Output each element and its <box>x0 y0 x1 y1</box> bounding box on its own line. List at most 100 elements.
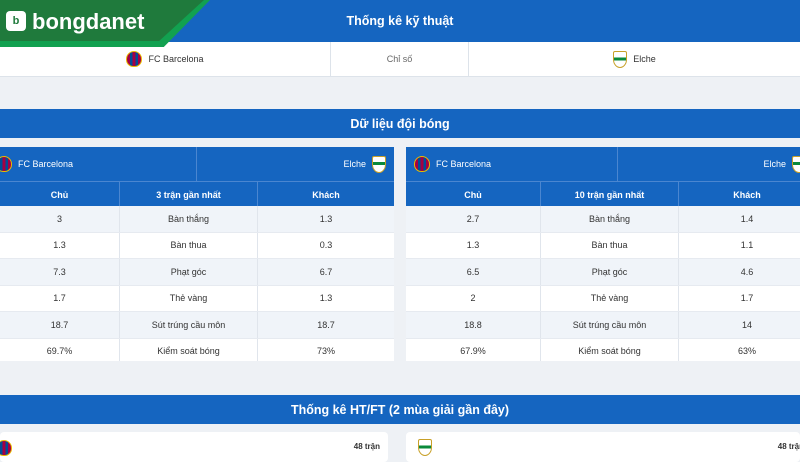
panel-away-team-name: Elche <box>343 159 366 169</box>
htft-header: Thống kê HT/FT (2 mùa giải gần đây) <box>0 395 800 424</box>
column-period: 3 trận gần nhất <box>156 189 221 200</box>
stat-label: Phạt góc <box>591 266 628 277</box>
away-value: 6.7 <box>319 266 333 277</box>
stats-table: 2.7 Bàn thắng 1.4 1.3 Bàn thua 1.1 6.5 P… <box>406 206 800 361</box>
column-home: Chủ <box>464 189 482 200</box>
panel-away-team: Elche <box>763 147 800 181</box>
panel-home-team: FC Barcelona <box>414 147 491 181</box>
panel-column-header: Chủ 10 trận gần nhất Khách <box>406 181 800 207</box>
panel-home-team: FC Barcelona <box>0 147 73 181</box>
stat-label: Bàn thắng <box>588 213 631 224</box>
away-value: 63% <box>737 346 756 357</box>
away-value: 1.4 <box>740 213 754 224</box>
htft-away-card: 48 trận <box>406 432 800 462</box>
table-row: 18.7 Sút trúng cầu môn 18.7 <box>0 312 394 339</box>
elche-crest-icon <box>613 50 628 68</box>
panel-away-team-name: Elche <box>763 159 786 169</box>
divider <box>678 182 679 207</box>
stats-table: 3 Bàn thắng 1.3 1.3 Bàn thua 0.3 7.3 Phạ… <box>0 206 394 361</box>
barcelona-crest-icon <box>0 156 12 172</box>
home-value: 18.8 <box>464 319 482 330</box>
home-value: 2.7 <box>466 213 480 224</box>
stat-label: Phạt góc <box>170 266 207 277</box>
table-row: 7.3 Phạt góc 6.7 <box>0 259 394 286</box>
table-row: 6.5 Phạt góc 4.6 <box>406 259 800 286</box>
team-data-title: Dữ liệu đội bóng <box>350 116 450 131</box>
elche-crest-icon <box>792 155 800 173</box>
tech-home-team: FC Barcelona <box>0 42 330 76</box>
htft-home-match-count: 48 trận <box>353 442 380 451</box>
htft-title: Thống kê HT/FT (2 mùa giải gần đây) <box>290 402 510 417</box>
divider <box>617 147 618 181</box>
team-data-header: Dữ liệu đội bóng <box>0 109 800 138</box>
away-value: 18.7 <box>317 319 335 330</box>
divider <box>119 182 120 207</box>
away-value: 73% <box>316 346 335 357</box>
panel-team-header: FC Barcelona Elche <box>0 147 394 181</box>
panel-away-team: Elche <box>343 147 386 181</box>
stat-label: Kiểm soát bóng <box>578 346 641 357</box>
barcelona-crest-icon <box>0 440 12 456</box>
site-logo[interactable]: b bongdanet <box>0 0 210 47</box>
home-value: 1.3 <box>53 240 66 251</box>
column-away: Khách <box>733 189 761 200</box>
table-row: 3 Bàn thắng 1.3 <box>0 206 394 233</box>
home-value: 7.3 <box>53 266 66 277</box>
htft-home-card: 48 trận <box>0 432 388 462</box>
divider <box>196 147 197 181</box>
stat-label: Sút trúng cầu môn <box>572 319 647 330</box>
home-value: 1.3 <box>466 240 480 251</box>
panel-column-header: Chủ 3 trận gần nhất Khách <box>0 181 394 207</box>
home-value: 69.7% <box>46 346 73 357</box>
barcelona-crest-icon <box>126 51 143 67</box>
panel-home-team-name: FC Barcelona <box>436 159 492 169</box>
table-row: 1.7 Thẻ vàng 1.3 <box>0 285 394 312</box>
away-value: 0.3 <box>319 240 333 251</box>
team-stats-panel-3: FC Barcelona Elche Chủ 3 trận gần nhất K… <box>0 147 394 361</box>
table-row: 67.9% Kiểm soát bóng 63% <box>406 338 800 361</box>
barcelona-crest-icon <box>414 156 430 172</box>
column-period: 10 trận gần nhất <box>574 189 645 200</box>
tech-stats-title: Thống kê kỹ thuật <box>346 14 454 28</box>
logo-text: bongdanet <box>32 9 145 34</box>
tech-label: Chỉ số <box>386 54 413 64</box>
team-stats-panel-10: FC Barcelona Elche Chủ 10 trận gần nhất … <box>406 147 800 361</box>
table-row: 1.3 Bàn thua 1.1 <box>406 232 800 259</box>
home-value: 67.9% <box>460 346 486 357</box>
panel-team-header: FC Barcelona Elche <box>406 147 800 181</box>
away-value: 1.3 <box>319 213 333 224</box>
away-value: 14 <box>741 319 752 330</box>
tech-stats-row: FC Barcelona Chỉ số Elche <box>0 42 800 77</box>
stat-label: Thẻ vàng <box>590 293 629 304</box>
stat-label: Kiểm soát bóng <box>157 346 220 357</box>
divider <box>540 182 541 207</box>
stat-label: Thẻ vàng <box>169 293 208 304</box>
divider <box>468 42 469 76</box>
home-value: 1.7 <box>53 293 66 304</box>
elche-crest-icon <box>372 155 386 173</box>
elche-crest-icon <box>418 439 432 456</box>
home-value: 2 <box>470 293 476 304</box>
table-row: 2.7 Bàn thắng 1.4 <box>406 206 800 233</box>
divider <box>257 182 258 207</box>
panel-home-team-name: FC Barcelona <box>18 159 74 169</box>
table-row: 1.3 Bàn thua 0.3 <box>0 232 394 259</box>
table-row: 2 Thẻ vàng 1.7 <box>406 285 800 312</box>
tech-away-team: Elche <box>469 42 800 76</box>
tech-label-cell: Chỉ số <box>331 42 468 76</box>
tech-home-team-name: FC Barcelona <box>148 54 204 64</box>
away-value: 1.3 <box>319 293 333 304</box>
stat-label: Bàn thắng <box>167 213 210 224</box>
away-value: 4.6 <box>740 266 754 277</box>
stat-label: Sút trúng cầu môn <box>151 319 226 330</box>
stat-label: Bàn thua <box>591 240 628 251</box>
home-value: 18.7 <box>50 319 69 330</box>
stat-label: Bàn thua <box>170 240 207 251</box>
column-home: Chủ <box>50 189 69 200</box>
away-value: 1.1 <box>740 240 754 251</box>
home-value: 3 <box>56 213 62 224</box>
divider <box>330 42 331 76</box>
away-value: 1.7 <box>740 293 754 304</box>
logo-mark-icon: b <box>6 11 26 31</box>
column-away: Khách <box>312 189 340 200</box>
